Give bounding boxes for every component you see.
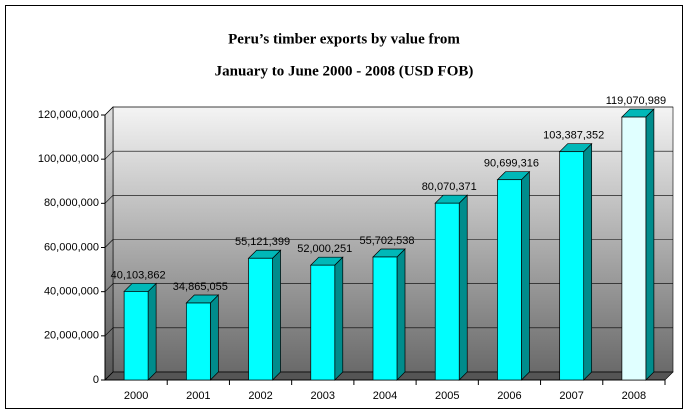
grid-line — [104, 195, 114, 204]
bar — [621, 116, 647, 381]
bar-side — [147, 282, 157, 381]
x-tick-label: 2006 — [497, 390, 521, 402]
grid-line — [104, 371, 114, 381]
x-tick-label: 2008 — [622, 390, 646, 402]
x-tick-label: 2007 — [559, 390, 583, 402]
y-tick-label: 100,000,000 — [38, 153, 99, 165]
bar — [559, 151, 585, 381]
x-tick-label: 2005 — [435, 390, 459, 402]
data-label: 55,121,399 — [235, 236, 290, 248]
bar — [310, 264, 336, 381]
grid-line — [104, 239, 114, 248]
bar-side — [209, 294, 219, 381]
x-tick-label: 2003 — [311, 390, 335, 402]
y-tick-label: 0 — [93, 374, 99, 386]
data-label: 103,387,352 — [543, 130, 604, 142]
data-label: 90,699,316 — [484, 158, 539, 170]
data-label: 34,865,055 — [173, 281, 228, 293]
grid-line — [104, 327, 114, 337]
data-label: 119,070,989 — [606, 95, 666, 107]
chart-subtitle: January to June 2000 - 2008 (USD FOB) — [215, 63, 474, 79]
bar — [123, 291, 149, 381]
bar-side — [396, 248, 406, 381]
x-tick-label: 2001 — [186, 390, 210, 402]
chart-title: Peru’s timber exports by value from — [228, 31, 460, 47]
y-tick-label: 80,000,000 — [44, 197, 99, 209]
data-label: 52,000,251 — [297, 243, 352, 255]
y-tick-label: 120,000,000 — [38, 109, 99, 121]
bar-side — [334, 256, 344, 381]
y-tick-label: 60,000,000 — [44, 241, 99, 253]
data-label: 80,070,371 — [422, 181, 477, 193]
bar-side — [583, 142, 593, 381]
grid-line — [104, 106, 114, 116]
grid-line — [104, 283, 114, 292]
x-tick-label: 2000 — [124, 390, 148, 402]
bar-side — [458, 194, 468, 381]
y-tick-label: 40,000,000 — [44, 286, 99, 298]
x-tick-label: 2002 — [248, 390, 272, 402]
bar — [248, 257, 273, 381]
bar — [372, 256, 398, 381]
bar-side — [521, 170, 530, 381]
data-label: 40,103,862 — [111, 269, 166, 281]
bar-side — [272, 249, 281, 381]
data-label: 55,702,538 — [359, 235, 414, 247]
x-tick-label: 2004 — [373, 390, 397, 402]
y-tick-label: 20,000,000 — [44, 330, 99, 342]
grid-line — [104, 150, 114, 160]
bar — [434, 202, 460, 381]
bar — [185, 302, 211, 381]
bar — [497, 179, 522, 381]
bar-side — [645, 108, 655, 381]
